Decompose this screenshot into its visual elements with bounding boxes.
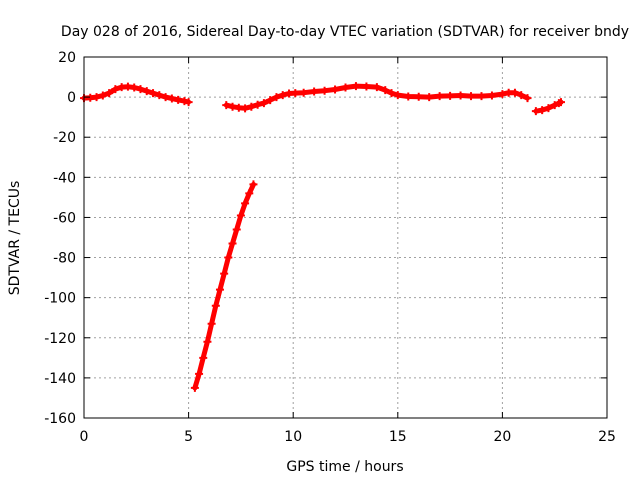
x-tick-label: 0 [80, 429, 89, 445]
y-tick-label: -20 [53, 130, 76, 146]
data-point [222, 101, 231, 110]
data-point [98, 91, 107, 100]
data-point [253, 100, 262, 109]
data-segment-0 [80, 82, 193, 107]
data-point [249, 180, 258, 189]
data-point [425, 93, 434, 102]
data-segment-2 [222, 82, 532, 113]
data-point [414, 92, 423, 101]
x-axis-label: GPS time / hours [286, 459, 403, 475]
data-point [232, 225, 241, 234]
data-point [446, 91, 455, 100]
data-point [220, 269, 229, 278]
data-point [556, 98, 565, 107]
data-point [299, 88, 308, 97]
data-point [291, 89, 300, 98]
data-point [456, 91, 465, 100]
data-point [236, 211, 245, 220]
data-point [92, 93, 101, 102]
data-point [190, 383, 199, 392]
data-point [211, 301, 220, 310]
data-point [130, 83, 139, 92]
data-point [387, 89, 396, 98]
data-point [544, 104, 553, 113]
data-point [136, 85, 145, 94]
data-point [241, 104, 250, 113]
y-tick-label: -120 [44, 331, 76, 347]
data-point [331, 85, 340, 94]
data-point [550, 101, 559, 110]
data-point [341, 83, 350, 92]
data-point [207, 319, 216, 328]
data-point [199, 353, 208, 362]
y-tick-label: -60 [53, 210, 76, 226]
chart-title: Day 028 of 2016, Sidereal Day-to-day VTE… [61, 24, 629, 40]
y-tick-label: -100 [44, 291, 76, 307]
data-segment-3 [531, 98, 565, 116]
data-point [241, 199, 250, 208]
x-tick-label: 10 [284, 429, 302, 445]
x-tick-label: 15 [389, 429, 407, 445]
y-tick-label: 0 [67, 90, 76, 106]
x-tick-label: 25 [598, 429, 616, 445]
data-point [215, 285, 224, 294]
data-point [372, 83, 381, 92]
data-point [203, 337, 212, 346]
data-point [245, 189, 254, 198]
y-tick-label: -40 [53, 170, 76, 186]
data-point [167, 94, 176, 103]
x-tick-label: 5 [184, 429, 193, 445]
data-point [310, 87, 319, 96]
data-segment-1 [190, 180, 258, 392]
data-point [467, 92, 476, 101]
data-point [228, 239, 237, 248]
data-point [161, 93, 170, 102]
y-tick-label: -140 [44, 371, 76, 387]
y-axis-label: SDTVAR / TECUs [7, 181, 23, 296]
data-point [538, 106, 547, 115]
data-point [266, 96, 275, 105]
data-point [523, 94, 532, 103]
data-point [404, 92, 413, 101]
data-point [477, 92, 486, 101]
data-point [180, 97, 189, 106]
plot-frame [83, 56, 608, 419]
data-point [149, 89, 158, 98]
data-point [381, 86, 390, 95]
grid [84, 57, 607, 418]
data-point [111, 85, 120, 94]
data-point [351, 82, 360, 91]
data-point [224, 253, 233, 262]
data-point [228, 102, 237, 111]
data-point [195, 369, 204, 378]
data-point [517, 91, 526, 100]
data-point [393, 91, 402, 100]
data-layer [80, 82, 565, 392]
data-point [362, 82, 371, 91]
data-point [435, 92, 444, 101]
data-point [174, 95, 183, 104]
y-tick-label: -160 [44, 411, 76, 427]
data-point [142, 87, 151, 96]
data-point [510, 88, 519, 97]
data-point [247, 102, 256, 111]
data-point [531, 107, 540, 116]
data-point [272, 93, 281, 102]
data-point [278, 91, 287, 100]
y-tick-label: -80 [53, 251, 76, 267]
y-tick-label: 20 [58, 50, 76, 66]
data-point [184, 98, 193, 107]
data-point [259, 99, 268, 108]
x-tick-label: 20 [493, 429, 511, 445]
data-point [155, 91, 164, 100]
data-point [320, 86, 329, 95]
data-point [498, 90, 507, 99]
data-point [105, 89, 114, 98]
data-point [487, 91, 496, 100]
